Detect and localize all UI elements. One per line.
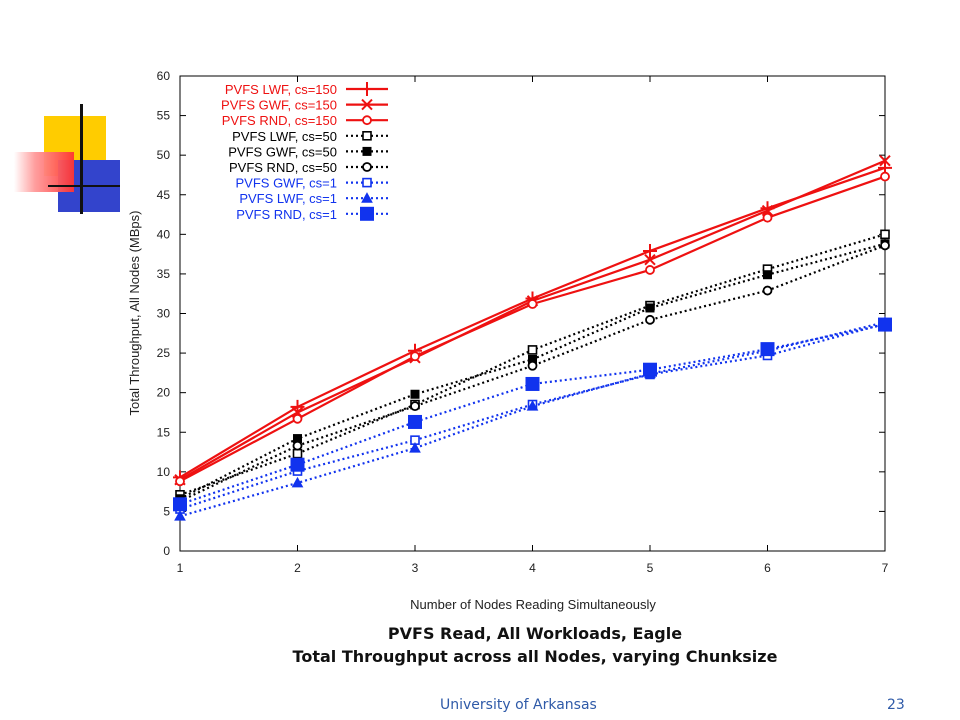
y-tick-label: 30 [157, 307, 171, 321]
legend-label: PVFS GWF, cs=1 [236, 176, 338, 191]
point-marker [645, 303, 655, 313]
page-number: 23 [887, 697, 905, 713]
y-tick-label: 5 [163, 504, 170, 518]
point-marker [527, 345, 538, 355]
legend-label: PVFS LWF, cs=1 [239, 191, 337, 206]
series-line [179, 175, 886, 483]
point-marker [360, 206, 374, 221]
series-3 [175, 171, 890, 487]
point-marker [409, 442, 421, 453]
point-marker [410, 401, 420, 412]
point-marker [410, 389, 420, 399]
point-marker [175, 476, 185, 487]
y-tick-label: 25 [157, 346, 171, 360]
point-marker [879, 155, 891, 167]
point-marker [174, 510, 186, 521]
x-tick-label: 3 [412, 561, 419, 575]
point-marker [880, 240, 890, 251]
point-marker [526, 400, 539, 411]
x-tick-label: 5 [647, 561, 654, 575]
point-marker [292, 440, 303, 451]
point-marker [410, 351, 420, 362]
point-marker [645, 265, 655, 275]
deco-horizontal-line [48, 185, 120, 187]
x-tick-label: 2 [294, 561, 301, 575]
point-marker [362, 131, 372, 141]
point-marker [525, 376, 540, 391]
point-marker [645, 314, 655, 325]
series-line [179, 244, 886, 503]
point-marker [362, 177, 372, 188]
legend-label: PVFS LWF, cs=150 [225, 82, 337, 97]
series-line [179, 242, 886, 500]
point-marker [644, 253, 656, 266]
point-marker [362, 115, 372, 126]
point-marker [362, 146, 372, 156]
legend-label: PVFS GWF, cs=50 [228, 144, 337, 159]
point-marker [762, 212, 773, 223]
point-marker [880, 171, 890, 182]
y-tick-label: 55 [157, 109, 171, 123]
point-marker [763, 270, 772, 280]
footer-organization: University of Arkansas [440, 697, 597, 713]
y-tick-label: 40 [157, 227, 171, 241]
y-tick-label: 10 [157, 465, 171, 479]
legend-label: PVFS RND, cs=150 [222, 113, 337, 128]
y-tick-label: 15 [157, 425, 171, 439]
point-marker [361, 98, 373, 111]
y-tick-label: 20 [157, 386, 171, 400]
y-tick-label: 45 [157, 188, 171, 202]
point-marker [643, 243, 657, 258]
series-9 [173, 317, 892, 512]
point-marker [761, 204, 774, 217]
legend-label: PVFS RND, cs=1 [236, 207, 337, 222]
point-marker [878, 317, 892, 332]
point-marker [360, 82, 374, 96]
caption-line-1: PVFS Read, All Workloads, Eagle [387, 624, 683, 643]
legend-label: PVFS LWF, cs=50 [232, 129, 337, 144]
caption-line-2: Total Throughput across all Nodes, varyi… [292, 647, 778, 666]
y-tick-label: 50 [157, 148, 171, 162]
point-marker [291, 476, 304, 488]
y-axis-label: Total Throughput, All Nodes (MBps) [127, 211, 142, 416]
y-tick-label: 35 [157, 267, 171, 281]
point-marker [880, 229, 890, 240]
point-marker [292, 413, 303, 424]
point-marker [760, 342, 775, 357]
x-tick-label: 1 [177, 561, 184, 575]
series-6 [175, 240, 890, 507]
x-tick-label: 6 [764, 561, 771, 575]
point-marker [527, 360, 538, 371]
point-marker [361, 192, 373, 203]
point-marker [527, 299, 538, 309]
series-layer [173, 155, 892, 521]
x-tick-label: 7 [882, 561, 889, 575]
point-marker [173, 497, 187, 512]
point-marker [292, 448, 303, 459]
x-axis-label: Number of Nodes Reading Simultaneously [410, 597, 656, 612]
legend-label: PVFS RND, cs=50 [229, 160, 337, 175]
point-marker [408, 414, 422, 429]
point-marker [762, 285, 773, 296]
series-5 [175, 239, 890, 504]
y-tick-label: 60 [157, 69, 171, 83]
point-marker [362, 162, 372, 172]
point-marker [643, 362, 657, 377]
y-tick-label: 0 [163, 544, 170, 558]
deco-vertical-line [80, 104, 83, 214]
legend-label: PVFS GWF, cs=150 [221, 98, 337, 113]
point-marker [290, 457, 305, 472]
x-tick-label: 4 [529, 561, 536, 575]
